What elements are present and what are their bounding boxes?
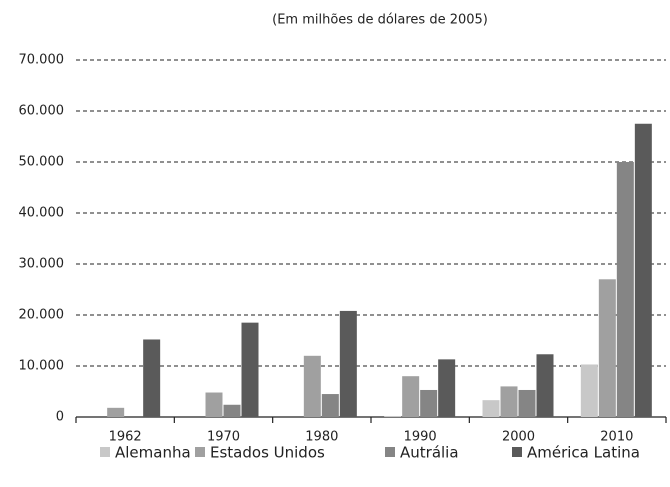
y-tick-label: 10.000 [19,359,65,374]
x-tick-label: 1980 [305,430,338,445]
bar [634,123,652,417]
x-tick-label: 1990 [404,430,437,445]
y-tick-label: 60.000 [19,104,65,119]
bar [339,310,357,417]
bar [580,364,598,417]
bar [143,339,161,417]
bar [438,359,456,417]
y-tick-label: 30.000 [19,257,65,272]
bar [420,389,438,417]
y-tick-label: 40.000 [19,206,65,221]
legend-label: Alemanha [115,444,191,462]
y-tick-label: 70.000 [19,53,65,68]
x-tick-label: 1962 [109,430,142,445]
bar [482,400,500,417]
bar [536,354,554,417]
y-tick-label: 50.000 [19,155,65,170]
legend-swatch [195,447,205,457]
bar [598,279,616,417]
bar [616,162,634,417]
legend-label: Autrália [400,444,459,462]
bar [518,389,536,417]
bar [241,322,259,417]
bar [500,386,518,417]
bar [107,407,125,417]
y-tick-label: 0 [56,410,64,425]
legend-swatch [385,447,395,457]
bar [402,376,420,417]
bar [384,415,402,417]
x-tick-label: 2010 [600,430,633,445]
bar [321,394,339,417]
bar [205,392,223,417]
legend-swatch [512,447,522,457]
bar [223,404,241,417]
legend-label: América Latina [527,444,640,462]
legend-label: Estados Unidos [210,444,325,462]
x-tick-label: 1970 [207,430,240,445]
y-tick-label: 20.000 [19,308,65,323]
x-tick-label: 2000 [502,430,535,445]
legend-swatch [100,447,110,457]
chart-subtitle: (Em milhões de dólares de 2005) [272,13,488,28]
bar [303,355,321,417]
